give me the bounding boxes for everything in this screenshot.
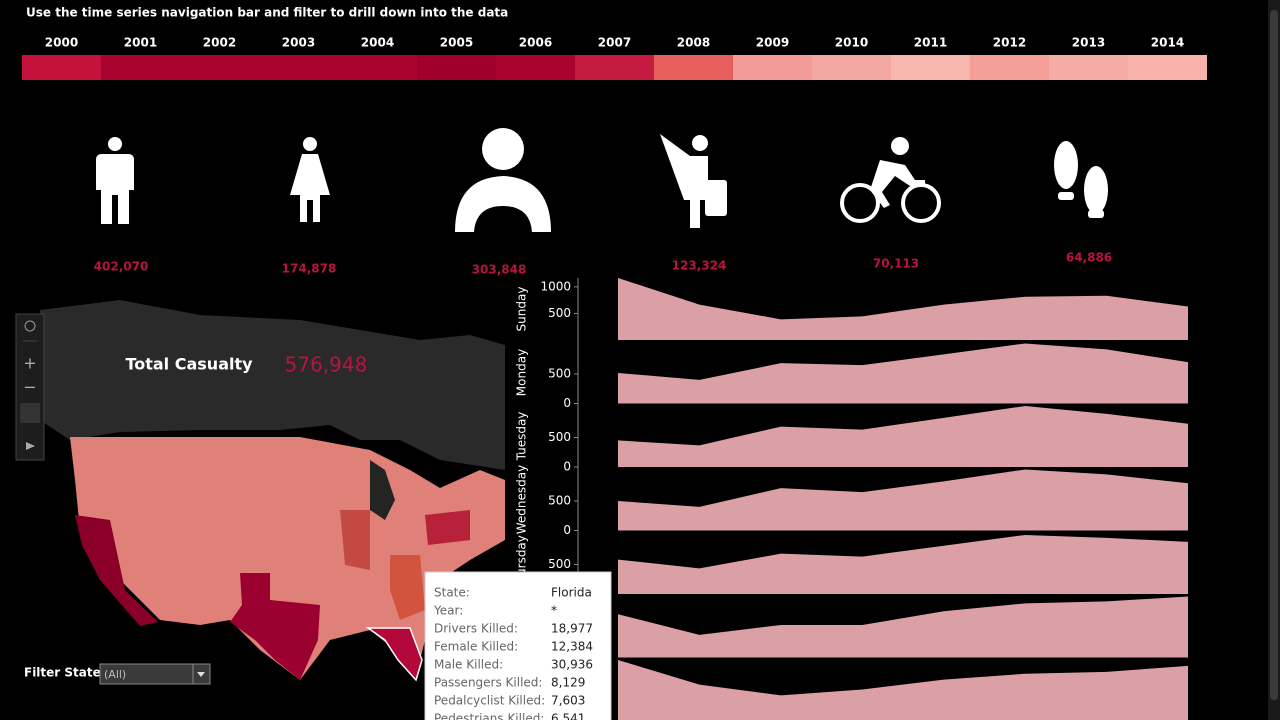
year-cell[interactable] xyxy=(970,55,1049,80)
tooltip-value: 6,541 xyxy=(551,712,585,720)
year-label: 2012 xyxy=(993,36,1026,50)
area xyxy=(618,343,1188,404)
tooltip-key: Female Killed: xyxy=(434,640,518,654)
svg-text:+: + xyxy=(23,354,36,373)
year-label: 2000 xyxy=(45,36,78,50)
filter-value: (All) xyxy=(104,668,126,681)
instruction: Use the time series navigation bar and f… xyxy=(26,6,508,20)
map-controls[interactable]: + − xyxy=(15,313,45,461)
svg-text:−: − xyxy=(23,378,36,397)
y-tick-label: 0 xyxy=(563,523,571,537)
year-label: 2014 xyxy=(1151,36,1184,50)
tooltip-key: Passengers Killed: xyxy=(434,676,542,690)
tooltip-key: State: xyxy=(434,586,470,600)
y-tick-label: 1000 xyxy=(540,279,571,293)
year-label: 2004 xyxy=(361,36,394,50)
year-label: 2003 xyxy=(282,36,315,50)
year-cell[interactable] xyxy=(259,55,338,80)
icons xyxy=(96,128,1108,232)
y-tick-label: 500 xyxy=(548,493,571,507)
filter-label: Filter State xyxy=(24,666,101,680)
filter-dropdown[interactable]: (All) xyxy=(99,663,211,685)
panel-label: Wednesday xyxy=(515,465,529,534)
year-label: 2005 xyxy=(440,36,473,50)
tooltip: State: Florida Year: * Drivers Killed: 18,977… xyxy=(424,571,612,720)
area xyxy=(618,534,1188,594)
total-value: 576,948 xyxy=(285,353,368,377)
year-cell[interactable] xyxy=(496,55,575,80)
map xyxy=(40,300,505,682)
year-cell[interactable] xyxy=(22,55,101,80)
tooltip-value: 7,603 xyxy=(551,694,585,708)
tooltip-value: 30,936 xyxy=(551,658,593,672)
area xyxy=(618,469,1188,531)
area xyxy=(618,406,1188,467)
year-label: 2001 xyxy=(124,36,157,50)
year-cell[interactable] xyxy=(733,55,812,80)
year-cell[interactable] xyxy=(180,55,259,80)
icon-count: 303,848 xyxy=(472,263,527,277)
year-cell[interactable] xyxy=(1049,55,1128,80)
tooltip-value: Florida xyxy=(551,586,592,600)
year-label: 2011 xyxy=(914,36,947,50)
year-cell[interactable] xyxy=(338,55,417,80)
y-tick-label: 500 xyxy=(548,430,571,444)
area xyxy=(618,278,1188,340)
year-label: 2010 xyxy=(835,36,868,50)
y-tick-label: 500 xyxy=(548,557,571,571)
year-label: 2013 xyxy=(1072,36,1105,50)
icon-count: 402,070 xyxy=(94,260,149,274)
tooltip-key: Male Killed: xyxy=(434,658,503,672)
icon-count: 174,878 xyxy=(282,262,337,276)
year-label: 2006 xyxy=(519,36,552,50)
panel-label: Sunday xyxy=(515,287,529,332)
tooltip-key: Pedalcyclist Killed: xyxy=(434,694,545,708)
year-label: 2009 xyxy=(756,36,789,50)
tooltip-key: Year: xyxy=(433,604,463,618)
scrollbar-thumb[interactable] xyxy=(1270,10,1278,700)
tooltip-value: 12,384 xyxy=(551,640,593,654)
icon-count: 123,324 xyxy=(672,259,727,273)
y-tick-label: 0 xyxy=(563,396,571,410)
tooltip-key: Drivers Killed: xyxy=(434,622,518,636)
tooltip-key: Pedestrians Killed: xyxy=(434,712,544,720)
y-tick-label: 0 xyxy=(563,460,571,474)
year-cell[interactable] xyxy=(654,55,733,80)
icon-count: 70,113 xyxy=(873,257,919,271)
y-tick-label: 500 xyxy=(548,366,571,380)
year-cell[interactable] xyxy=(417,55,496,80)
total-label: Total Casualty xyxy=(125,355,253,374)
panel-label: Tuesday xyxy=(515,412,529,462)
year-cell[interactable] xyxy=(1128,55,1207,80)
year-label: 2002 xyxy=(203,36,236,50)
panel-label: Monday xyxy=(515,349,529,396)
tooltip-value: 8,129 xyxy=(551,676,585,690)
area xyxy=(618,596,1188,658)
tooltip-value: 18,977 xyxy=(551,622,593,636)
tooltip-value: * xyxy=(551,604,557,618)
area-chart: 500 1000 Sunday 0 500 Monday 0 500 Tuesday 0 500 We… xyxy=(515,278,1188,720)
year-label: 2008 xyxy=(677,36,710,50)
icon-count: 64,886 xyxy=(1066,251,1112,265)
year-label: 2007 xyxy=(598,36,631,50)
year-cell[interactable] xyxy=(812,55,891,80)
y-tick-label: 500 xyxy=(548,306,571,320)
year-cell[interactable] xyxy=(891,55,970,80)
year-cell[interactable] xyxy=(101,55,180,80)
area xyxy=(618,660,1188,720)
year-cell[interactable] xyxy=(575,55,654,80)
